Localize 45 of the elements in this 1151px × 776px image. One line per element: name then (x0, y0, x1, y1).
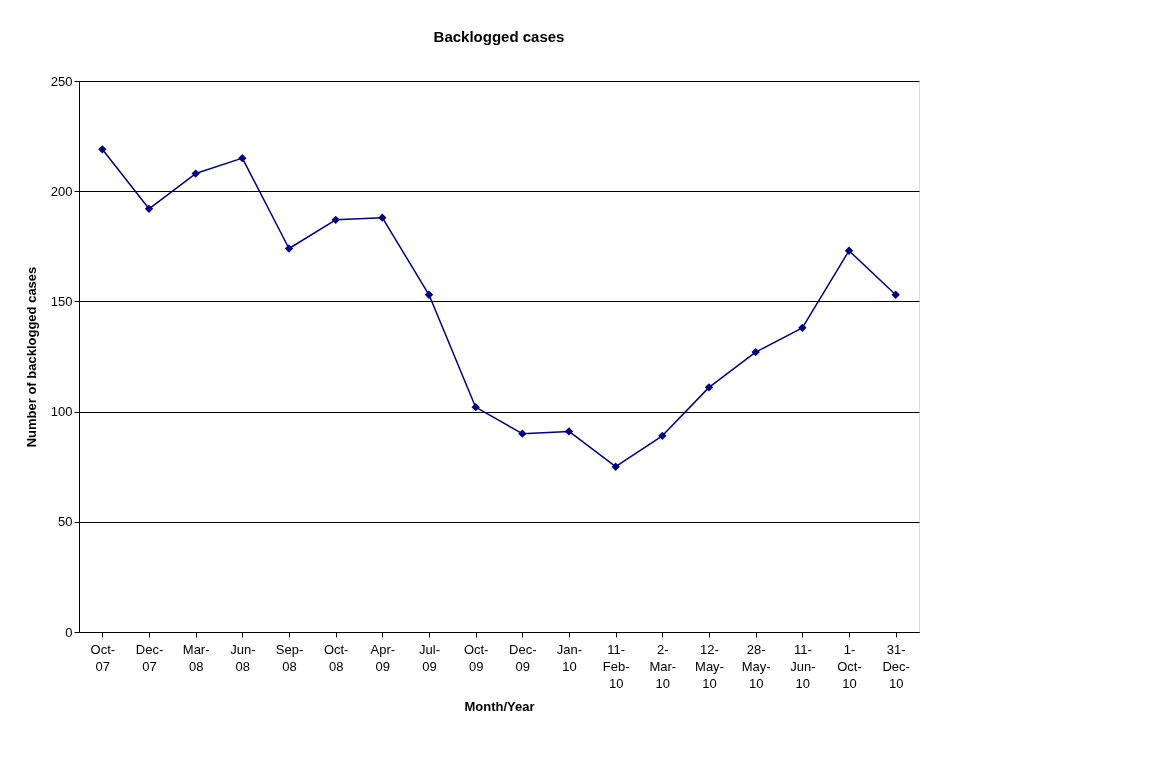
x-tick-label: 11-Feb-10 (602, 641, 630, 691)
point (704, 383, 714, 392)
point (331, 215, 340, 225)
point (98, 145, 107, 154)
y-tick-label: 150 (50, 293, 73, 309)
y-tick-label: 0 (65, 624, 73, 640)
x-tick-label: Dec-07 (135, 641, 164, 674)
x-tick-label: 11-Jun-10 (790, 641, 816, 691)
point (424, 290, 434, 299)
x-axis-title: Month/Year (464, 698, 535, 714)
point (798, 323, 807, 333)
x-tick-label: Mar-08 (182, 641, 210, 674)
x-tick-label: Oct-08 (323, 641, 349, 674)
point (471, 403, 480, 412)
x-tick-label: 31-Dec-10 (882, 641, 910, 691)
x-tick-label: Dec-09 (509, 641, 537, 674)
point (564, 427, 574, 436)
point (378, 213, 387, 222)
y-tick-label: 50 (58, 514, 73, 530)
x-tick-label: Oct-07 (90, 641, 116, 674)
x-tick-label: 28-May-10 (741, 641, 771, 691)
point (611, 462, 620, 471)
point (284, 244, 294, 253)
point (518, 429, 527, 438)
point (891, 290, 900, 299)
x-tick-label: 2-Mar-10 (649, 641, 677, 691)
x-tick-label: Oct-09 (463, 641, 489, 674)
x-tick-label: Jan-10 (556, 641, 583, 674)
y-tick-label: 200 (50, 183, 73, 199)
y-tick-label: 100 (50, 404, 73, 420)
point (844, 246, 854, 255)
point (751, 347, 760, 357)
point (658, 431, 667, 441)
point (238, 153, 247, 163)
chart-title: Backlogged cases (433, 28, 565, 45)
x-tick-label: 1-Oct-10 (837, 641, 862, 691)
point (191, 169, 200, 178)
x-tick-label: Jun-08 (230, 641, 256, 674)
point (144, 204, 154, 214)
x-tick-label: Apr-09 (370, 641, 396, 674)
x-tick-label: Jul-09 (419, 641, 440, 674)
y-tick-label: 250 (50, 73, 73, 89)
x-tick-label: Sep-08 (275, 641, 304, 674)
x-tick-label: 12-May-10 (695, 641, 724, 691)
y-axis-title: Number of backlogged cases (23, 266, 39, 448)
